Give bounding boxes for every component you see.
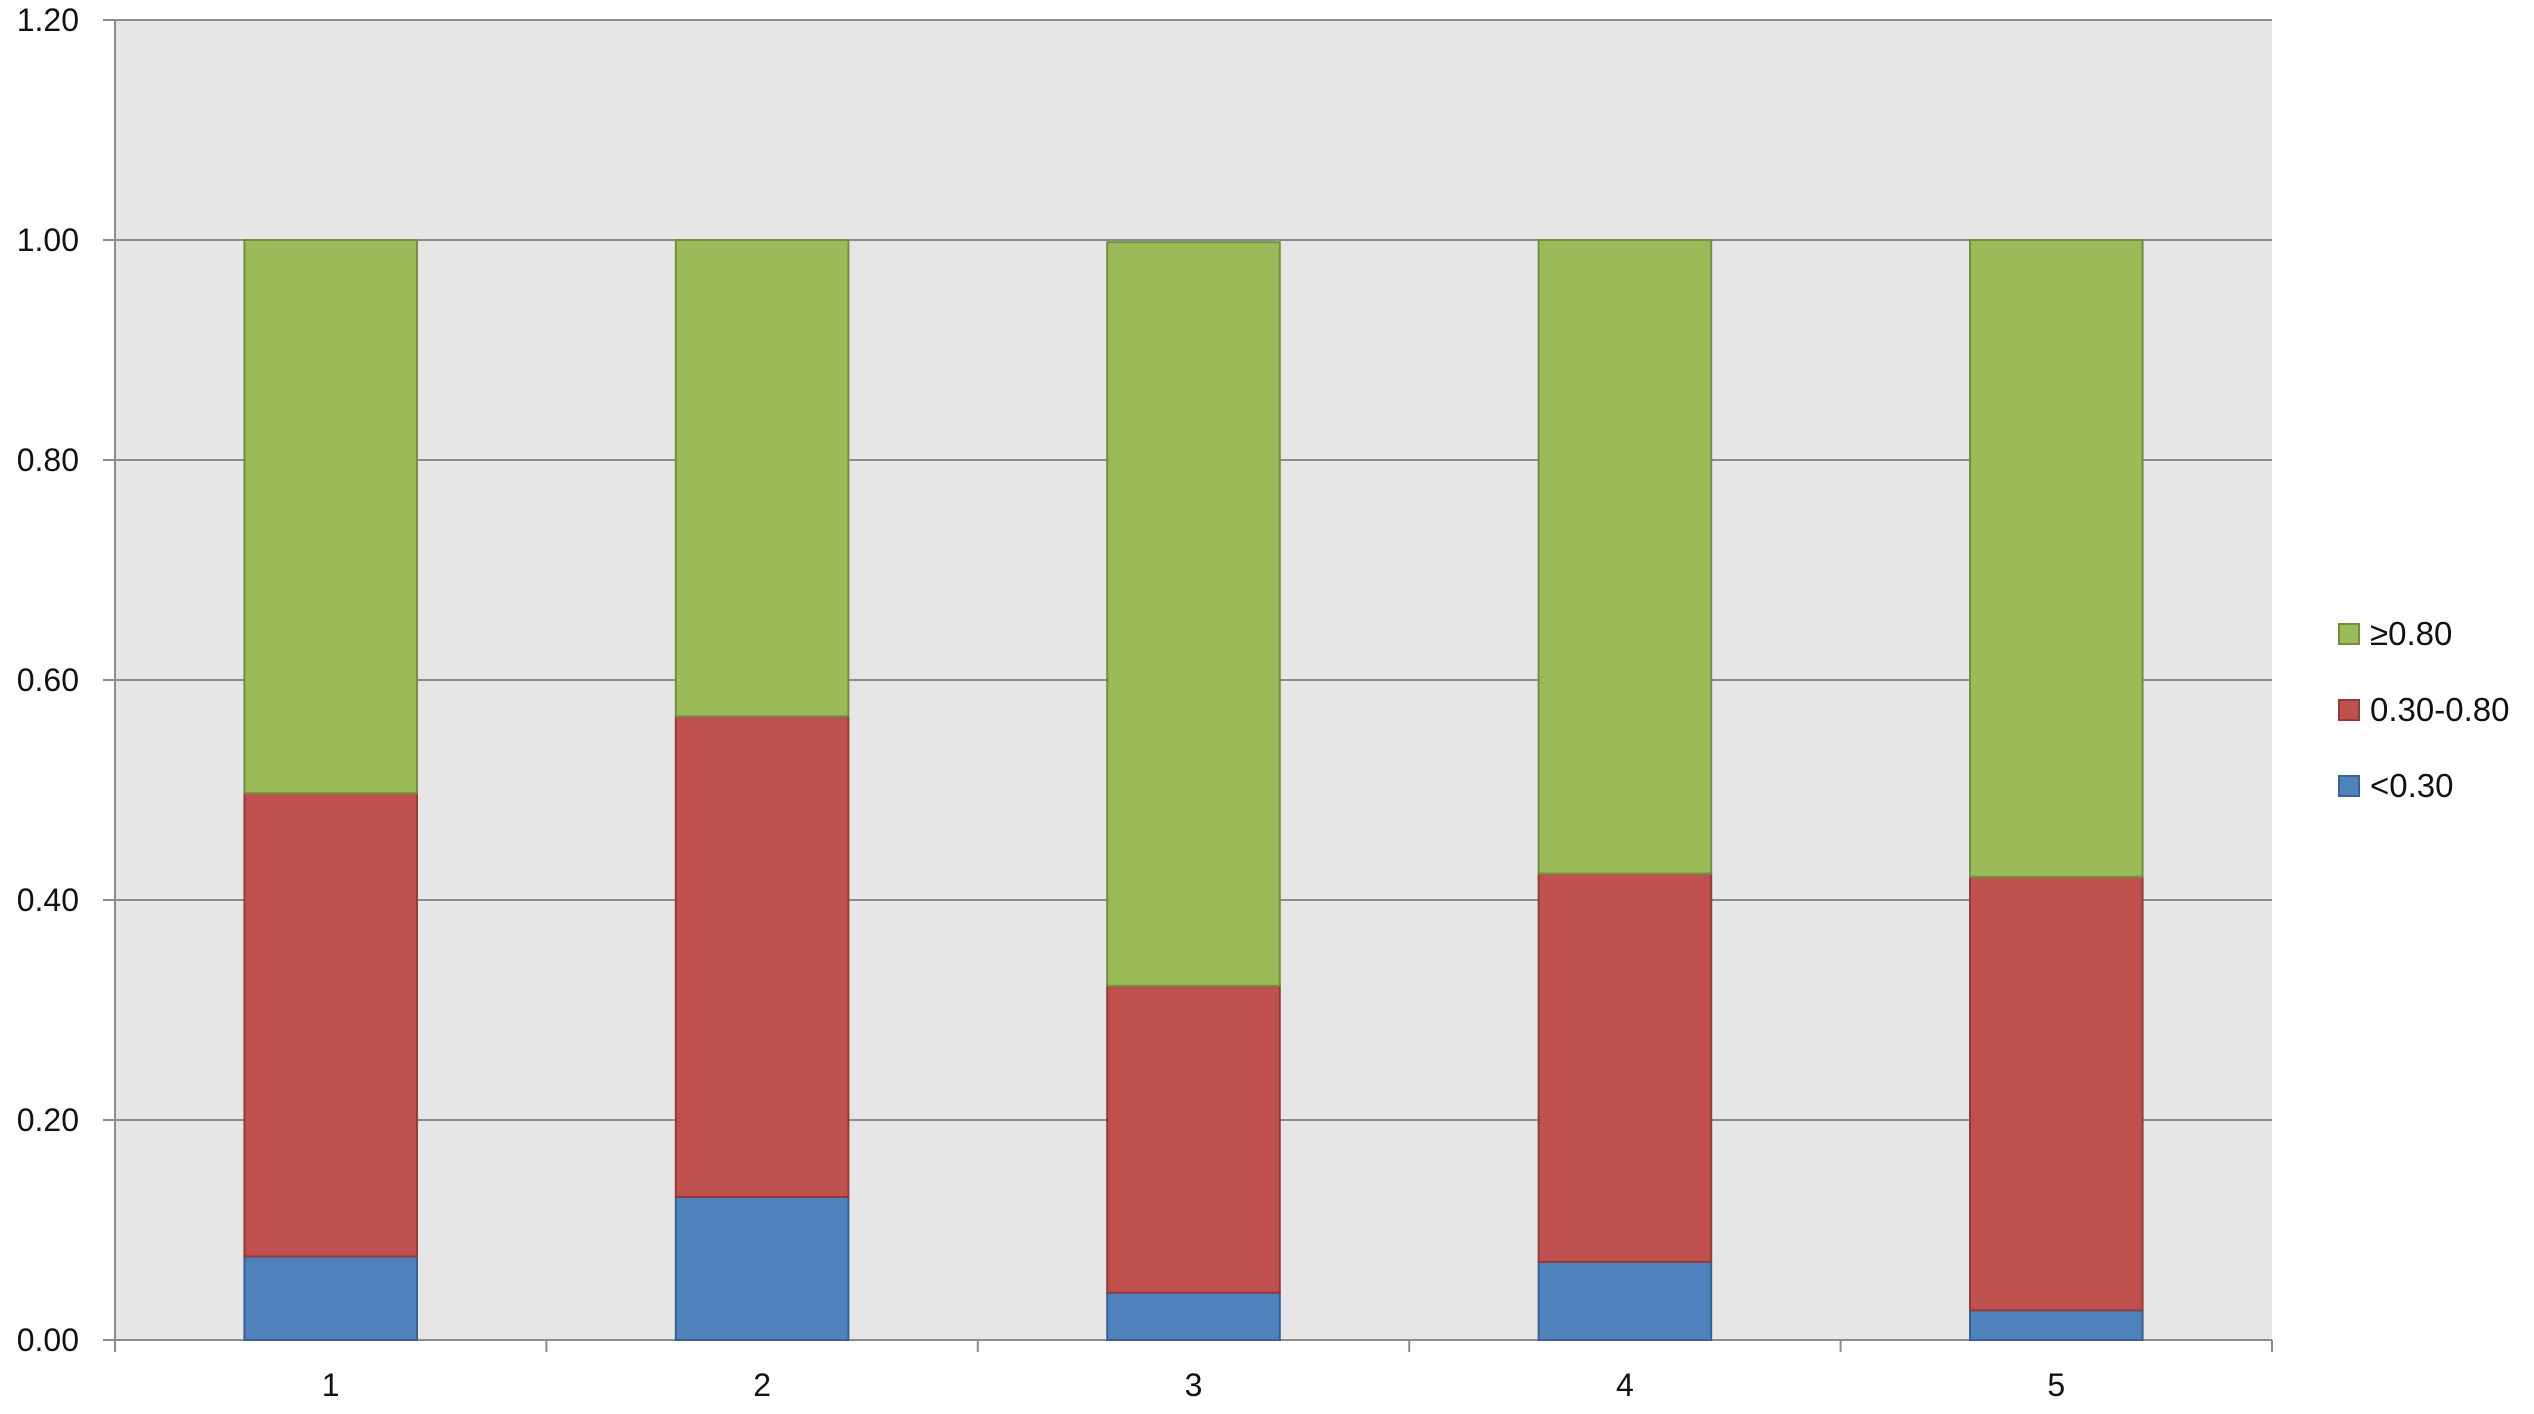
bar-segment bbox=[1969, 1309, 2144, 1342]
bar-segment bbox=[243, 239, 418, 795]
y-tick-label: 0.40 bbox=[17, 882, 79, 918]
bar-segment bbox=[674, 239, 850, 718]
bar-segment bbox=[1969, 875, 2144, 1312]
legend-swatch bbox=[2338, 775, 2360, 797]
bar-segment bbox=[1537, 872, 1713, 1263]
y-tick-label: 1.00 bbox=[17, 222, 79, 258]
chart-legend: ≥0.80 0.30-0.80 <0.30 bbox=[2338, 608, 2528, 836]
y-tick-label: 0.60 bbox=[17, 662, 79, 698]
y-tick-label: 0.00 bbox=[17, 1322, 79, 1358]
legend-swatch bbox=[2338, 623, 2360, 645]
legend-item-lt-0-30: <0.30 bbox=[2338, 760, 2528, 836]
y-tick-label: 1.20 bbox=[17, 2, 79, 38]
legend-swatch bbox=[2338, 699, 2360, 721]
legend-item-0-30-0-80: 0.30-0.80 bbox=[2338, 684, 2528, 760]
y-tick-label: 0.20 bbox=[17, 1102, 79, 1138]
bar-segment bbox=[674, 715, 850, 1198]
bar-segment bbox=[674, 1196, 850, 1341]
legend-label: 0.30-0.80 bbox=[2370, 691, 2510, 728]
bar-segment bbox=[1106, 984, 1281, 1294]
bar-segment bbox=[1537, 239, 1713, 875]
legend-item-ge-0-80: ≥0.80 bbox=[2338, 608, 2528, 684]
x-tick-label: 4 bbox=[1616, 1367, 1634, 1403]
y-tick-label: 0.80 bbox=[17, 442, 79, 478]
bar-segment bbox=[1106, 1291, 1281, 1341]
bar-segment bbox=[243, 1255, 418, 1342]
bar-segment bbox=[1969, 239, 2144, 878]
x-tick-label: 3 bbox=[1185, 1367, 1203, 1403]
legend-label: <0.30 bbox=[2370, 767, 2454, 804]
bar-segment bbox=[1106, 241, 1281, 987]
x-tick-label: 5 bbox=[2047, 1367, 2065, 1403]
legend-label: ≥0.80 bbox=[2370, 615, 2453, 652]
bar-segment bbox=[1537, 1260, 1713, 1342]
x-tick-label: 1 bbox=[322, 1367, 340, 1403]
x-tick-label: 2 bbox=[753, 1367, 771, 1403]
bar-segment bbox=[243, 792, 418, 1258]
